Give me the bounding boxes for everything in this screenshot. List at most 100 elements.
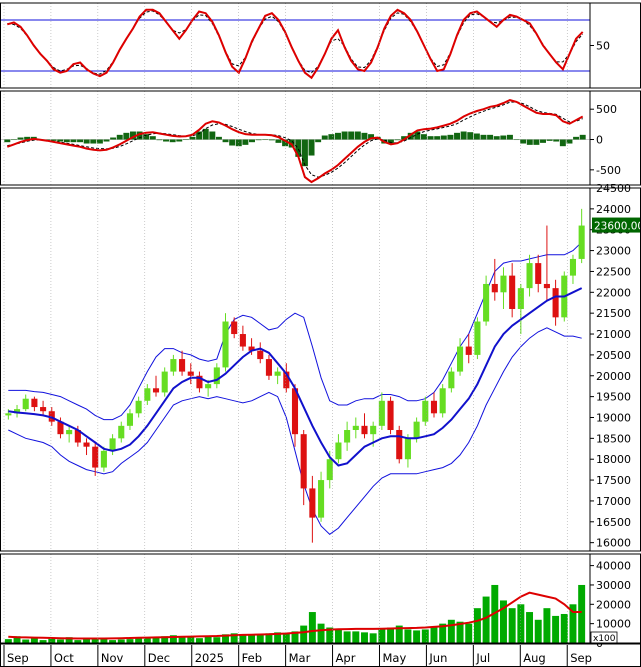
volume-bar: [482, 596, 490, 643]
candle-body: [126, 413, 133, 426]
price-tick-label: 18500: [596, 432, 631, 445]
volume-bar: [439, 623, 447, 643]
candle-body: [5, 413, 12, 416]
price-candle: [552, 279, 559, 326]
candle-body: [152, 388, 160, 393]
price-candle: [309, 475, 316, 543]
volume-bar: [117, 639, 125, 643]
candle-body: [526, 263, 533, 289]
macd-histogram-bar: [163, 139, 170, 142]
candle-body: [161, 371, 168, 393]
price-candle: [387, 396, 394, 435]
candle-body: [222, 321, 229, 368]
volume-moving-average: [8, 591, 582, 640]
macd-histogram-bar: [414, 131, 421, 140]
candle-body: [578, 225, 585, 259]
candle-body: [569, 258, 577, 276]
price-tick-label: 17500: [596, 474, 631, 487]
price-candle: [569, 254, 577, 284]
volume-bar: [534, 619, 542, 643]
candle-body: [265, 359, 272, 376]
candle-body: [179, 359, 186, 372]
price-candle: [187, 363, 194, 385]
macd-histogram-bar: [566, 139, 573, 144]
volume-bar: [83, 639, 90, 643]
price-candle: [31, 396, 38, 412]
candle-body: [422, 400, 429, 422]
macd-histogram-bar: [10, 139, 17, 141]
macd-histogram-bar: [361, 132, 368, 140]
candle-body: [344, 430, 351, 443]
macd-histogram-bar: [143, 134, 150, 140]
macd-histogram-bar: [440, 135, 447, 140]
macd-histogram-bar: [196, 131, 203, 140]
candle-body: [92, 446, 99, 468]
price-candle: [40, 400, 47, 416]
macd-histogram-bar: [407, 132, 414, 140]
price-candle: [152, 375, 160, 397]
macd-histogram-bar: [454, 132, 461, 140]
macd-signal-line: [7, 101, 583, 178]
macd-histogram-bar: [176, 139, 183, 142]
volume-bar: [291, 631, 299, 643]
candle-body: [361, 425, 368, 435]
candle-body: [352, 425, 359, 430]
candle-body: [300, 434, 307, 489]
volume-bar: [126, 639, 134, 643]
macd-histogram-bar: [123, 132, 130, 140]
candle-body: [448, 371, 455, 389]
price-tick-label: 23000: [596, 245, 631, 258]
macd-histogram-bar: [17, 137, 24, 140]
candle-body: [552, 288, 559, 318]
price-candle: [344, 421, 351, 451]
macd-histogram-bar: [394, 139, 401, 141]
candle-body: [335, 442, 342, 460]
macd-histogram-bar: [526, 139, 533, 145]
price-tick-label: 17000: [596, 495, 631, 508]
macd-histogram-bar: [262, 139, 269, 141]
price-tick-label: 19000: [596, 411, 631, 424]
macd-histogram-bar: [467, 132, 474, 140]
volume-bar: [526, 612, 534, 643]
month-axis: Sep Oct Nov Dec 2025 Feb Mar Apr May Jun Jul Aug Sep: [3, 3, 592, 667]
price-tick-label: 18000: [596, 453, 631, 466]
price-candle: [179, 350, 186, 376]
candle-body: [109, 438, 116, 451]
candle-body: [465, 346, 472, 355]
price-candle: [404, 434, 411, 468]
candle-body: [535, 263, 542, 284]
volume-bar: [361, 632, 368, 643]
month-label: May: [382, 651, 406, 665]
macd-histogram-bar: [90, 139, 97, 144]
volume-bar: [91, 639, 99, 643]
month-label: Feb: [242, 651, 262, 665]
macd-histogram-bar: [387, 139, 394, 144]
candle-body: [309, 488, 316, 518]
price-candle: [283, 363, 290, 393]
candle-body: [257, 350, 264, 360]
month-label: Sep: [7, 651, 29, 665]
macd-histogram-bar: [70, 139, 77, 143]
macd-histogram-bar: [255, 139, 262, 141]
candle-body: [491, 283, 498, 293]
price-tick-label: 16000: [596, 537, 631, 550]
candle-body: [248, 346, 255, 351]
candle-body: [187, 371, 194, 376]
candle-body: [500, 275, 507, 293]
macd-histogram-bar: [480, 134, 487, 140]
candle-body: [196, 375, 203, 389]
macd-histogram-bar: [506, 134, 513, 140]
macd-histogram-bar: [487, 134, 494, 140]
macd-histogram-bar: [189, 136, 196, 140]
volume-bar: [317, 623, 325, 643]
candle-body: [170, 359, 177, 372]
price-candle: [509, 263, 516, 318]
price-tick-label: 22000: [596, 286, 631, 299]
macd-histogram-bar: [242, 139, 249, 145]
macd-histogram-bar: [156, 139, 163, 141]
volume-bar: [187, 637, 195, 643]
macd-histogram-bar: [328, 134, 335, 140]
month-label: Jul: [475, 651, 490, 665]
price-candle: [170, 354, 177, 376]
macd-histogram-bar: [4, 139, 11, 143]
